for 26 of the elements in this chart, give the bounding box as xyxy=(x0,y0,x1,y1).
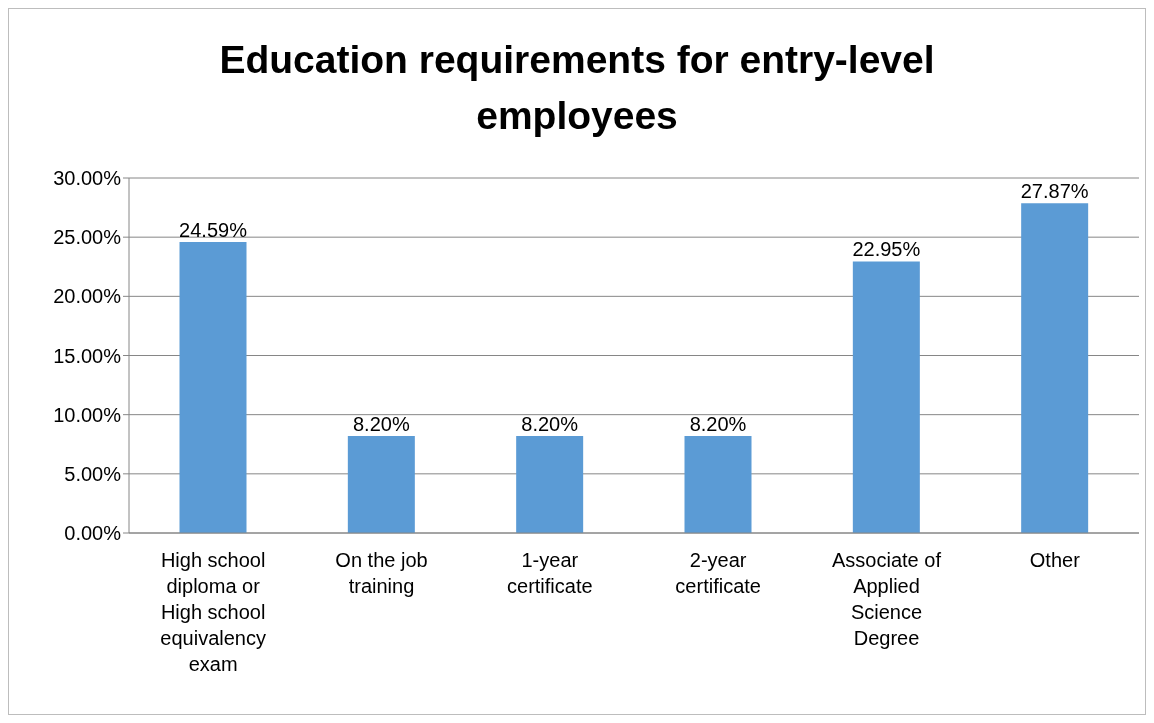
y-tick-label: 10.00% xyxy=(53,403,122,426)
y-tick-label: 5.00% xyxy=(64,462,122,485)
bar xyxy=(516,435,584,533)
y-tick-label: 0.00% xyxy=(64,522,122,545)
data-label: 24.59% xyxy=(179,219,248,242)
x-tick-label: Other xyxy=(1029,549,1081,571)
x-tick-label: Associate of Applied Science Degree xyxy=(832,549,942,649)
bar xyxy=(1021,203,1089,533)
chart-title: Education requirements for entry-level employees xyxy=(218,37,936,139)
bar xyxy=(852,261,920,533)
bar xyxy=(179,242,247,533)
bar xyxy=(684,435,752,533)
y-tick-label: 20.00% xyxy=(53,285,122,308)
y-tick-label: 25.00% xyxy=(53,226,122,249)
data-label: 8.20% xyxy=(352,412,410,435)
x-tick-label: High school diploma or High school equivalency exam xyxy=(160,549,266,675)
bar xyxy=(347,435,415,533)
y-tick-label: 30.00% xyxy=(53,167,122,190)
x-tick-label: On the job training xyxy=(335,549,428,597)
data-label: 8.20% xyxy=(689,412,747,435)
x-tick-label: 1-year certificate xyxy=(507,549,593,597)
y-tick-label: 15.00% xyxy=(53,344,122,367)
data-label: 8.20% xyxy=(521,412,579,435)
x-tick-label: 2-year certificate xyxy=(675,549,761,597)
data-label: 27.87% xyxy=(1020,180,1089,203)
data-label: 22.95% xyxy=(852,238,921,261)
